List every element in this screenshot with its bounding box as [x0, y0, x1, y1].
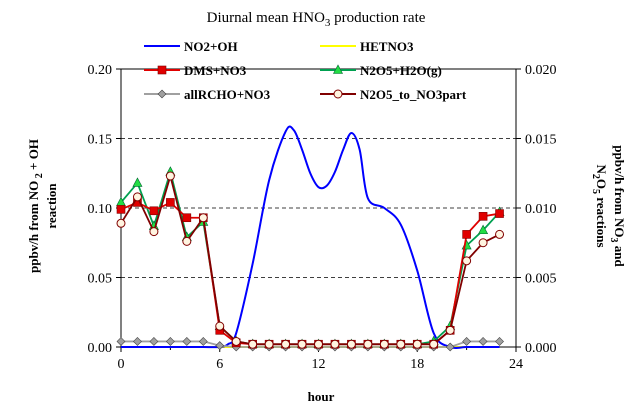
series-n2o5-to-no3part	[117, 172, 504, 348]
series-no2-oh	[121, 127, 500, 348]
svg-text:N2O5 reactions: N2O5 reactions	[590, 164, 609, 247]
y-left-tick-label: 0.15	[88, 133, 113, 148]
data-point	[364, 340, 372, 348]
data-point	[380, 340, 388, 348]
data-point	[232, 337, 240, 345]
data-point	[479, 239, 487, 247]
series-layer	[117, 127, 505, 351]
x-axis-label: hour	[308, 389, 335, 404]
y-right-tick-label: 0.005	[525, 272, 557, 287]
data-point	[117, 205, 125, 213]
data-point	[166, 198, 174, 206]
legend-item: NO2+OH	[144, 39, 238, 54]
legend-label: N2O5_to_NO3part	[360, 87, 467, 102]
series-line	[121, 202, 500, 344]
data-point	[347, 340, 355, 348]
series-line	[121, 127, 500, 348]
legend-swatch-marker	[158, 66, 166, 74]
legend: NO2+OH HETNO3 DMS+NO3 N2O5+H2O(g) allRCHO+NO…	[144, 39, 467, 102]
data-point	[413, 340, 421, 348]
y-right-tick-label: 0.010	[525, 202, 557, 217]
y-left-tick-label: 0.20	[88, 63, 113, 78]
data-point	[298, 340, 306, 348]
data-point	[463, 257, 471, 265]
legend-label: NO2+OH	[184, 39, 238, 54]
y-right-tick-label: 0.000	[525, 341, 557, 356]
data-point	[496, 210, 504, 218]
data-point	[249, 340, 257, 348]
data-point	[133, 193, 141, 201]
legend-item: N2O5+H2O(g)	[320, 63, 442, 78]
x-axis: 0 6 12 18 24	[118, 347, 524, 372]
y-right-tick-label: 0.020	[525, 63, 557, 78]
data-point	[183, 214, 191, 222]
legend-swatch-marker	[334, 90, 342, 98]
legend-label: N2O5+H2O(g)	[360, 63, 442, 78]
legend-label: allRCHO+NO3	[184, 87, 271, 102]
data-point	[265, 340, 273, 348]
series-dms-no3	[117, 198, 504, 348]
data-point	[199, 337, 207, 345]
data-point	[133, 337, 141, 345]
y-axis-right: 0.000 0.005 0.010 0.015 0.020	[516, 63, 557, 356]
y-axis-right-label: ppbv/h from NO3 and N2O5 reactions	[590, 145, 627, 267]
legend-item: allRCHO+NO3	[144, 87, 271, 102]
data-point	[430, 340, 438, 348]
x-tick-label: 18	[410, 357, 424, 372]
data-point	[133, 178, 142, 187]
data-point	[166, 172, 174, 180]
data-point	[446, 326, 454, 334]
legend-swatch-marker	[158, 90, 166, 98]
y-right-tick-label: 0.015	[525, 133, 557, 148]
y-left-tick-label: 0.05	[88, 272, 113, 287]
x-tick-label: 0	[118, 357, 125, 372]
series-line	[121, 172, 500, 344]
legend-item: HETNO3	[320, 39, 414, 54]
y-axis-left-label: ppbv/h from NO 2 + OH reaction	[26, 139, 59, 273]
data-point	[150, 337, 158, 345]
data-point	[150, 228, 158, 236]
y-axis-left: 0.00 0.05 0.10 0.15 0.20	[88, 63, 122, 356]
data-point	[397, 340, 405, 348]
x-tick-label: 6	[216, 357, 223, 372]
x-tick-label: 12	[312, 357, 326, 372]
data-point	[315, 340, 323, 348]
data-point	[183, 337, 191, 345]
data-point	[463, 337, 471, 345]
data-point	[166, 337, 174, 345]
svg-text:ppbv/h from NO 2 + OH: ppbv/h from NO 2 + OH	[26, 139, 45, 273]
legend-label: HETNO3	[360, 39, 414, 54]
data-point	[117, 337, 125, 345]
data-point	[446, 343, 454, 351]
legend-item: N2O5_to_NO3part	[320, 87, 467, 102]
data-point	[216, 342, 224, 350]
data-point	[216, 322, 224, 330]
data-point	[117, 219, 125, 227]
legend-item: DMS+NO3	[144, 63, 247, 78]
data-point	[183, 237, 191, 245]
legend-label: DMS+NO3	[184, 63, 247, 78]
svg-text:ppbv/h from NO3 and: ppbv/h from NO3 and	[608, 145, 627, 267]
x-tick-label: 24	[509, 357, 523, 372]
data-point	[331, 340, 339, 348]
y-left-tick-label: 0.10	[88, 202, 113, 217]
data-point	[496, 337, 504, 345]
data-point	[199, 214, 207, 222]
data-point	[463, 230, 471, 238]
data-point	[496, 230, 504, 238]
data-point	[282, 340, 290, 348]
y-left-tick-label: 0.00	[88, 341, 113, 356]
data-point	[150, 207, 158, 215]
data-point	[479, 337, 487, 345]
svg-text:reaction: reaction	[44, 183, 59, 229]
chart-title: Diurnal mean HNO3 production rate	[207, 10, 426, 29]
data-point	[479, 212, 487, 220]
